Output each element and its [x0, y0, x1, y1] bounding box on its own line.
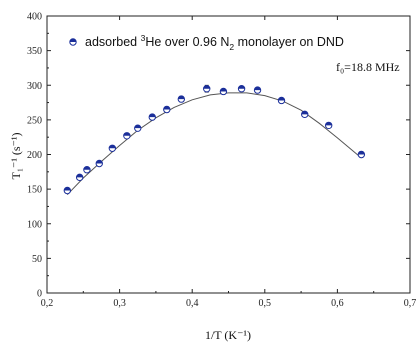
- data-point: [357, 150, 366, 159]
- data-point: [163, 105, 171, 114]
- y-axis-title: T₁⁻¹ (s⁻¹): [9, 132, 23, 179]
- data-point: [75, 173, 84, 182]
- y-tick-label: 50: [32, 254, 42, 265]
- y-tick-label: 400: [27, 12, 42, 23]
- y-tick-label: 250: [27, 115, 42, 126]
- data-point: [237, 85, 246, 93]
- y-tick-label: 200: [27, 150, 42, 161]
- data-point: [219, 87, 228, 96]
- fit-layer: [66, 92, 362, 196]
- x-tick-label: 0,2: [41, 298, 54, 309]
- legend-text: adsorbed 3He over 0.96 N2 monolayer on D…: [85, 33, 344, 52]
- x-tick-label: 0,3: [113, 298, 126, 309]
- data-point: [83, 166, 91, 174]
- x-tick-label: 0,5: [259, 298, 272, 309]
- y-tick-label: 300: [27, 81, 42, 92]
- data-point: [123, 132, 131, 140]
- data-point: [63, 186, 72, 195]
- data-point: [108, 144, 117, 152]
- legend-symbol: [69, 38, 77, 46]
- x-tick-label: 0,7: [404, 298, 417, 309]
- y-tick-label: 100: [27, 219, 42, 230]
- axis-ticks: 0,2 0,3 0,4 0,5 0,6 0,7 0 50 100 150 200 250 300 350 4…: [27, 12, 416, 310]
- data-point: [148, 113, 156, 121]
- y-tick-label: 0: [37, 289, 42, 300]
- data-point: [95, 159, 103, 168]
- points-layer: [63, 84, 366, 195]
- data-point: [253, 86, 262, 94]
- y-tick-label: 150: [27, 185, 42, 196]
- x-tick-label: 0,6: [331, 298, 344, 309]
- data-point: [134, 124, 142, 132]
- legend: adsorbed 3He over 0.96 N2 monolayer on D…: [69, 33, 344, 52]
- fit-curve: [66, 92, 362, 196]
- legend-marker: [69, 38, 77, 46]
- frequency-annotation: f₀=18.8 MHz: [336, 60, 400, 74]
- data-point: [203, 85, 211, 93]
- x-axis-title: 1/T (K⁻¹): [205, 328, 251, 342]
- x-tick-label: 0,4: [186, 298, 199, 309]
- plot-frame: [46, 15, 411, 294]
- data-point: [277, 96, 286, 105]
- data-point: [324, 121, 333, 130]
- data-point: [177, 95, 186, 103]
- data-point: [301, 110, 309, 119]
- y-tick-label: 350: [27, 46, 42, 57]
